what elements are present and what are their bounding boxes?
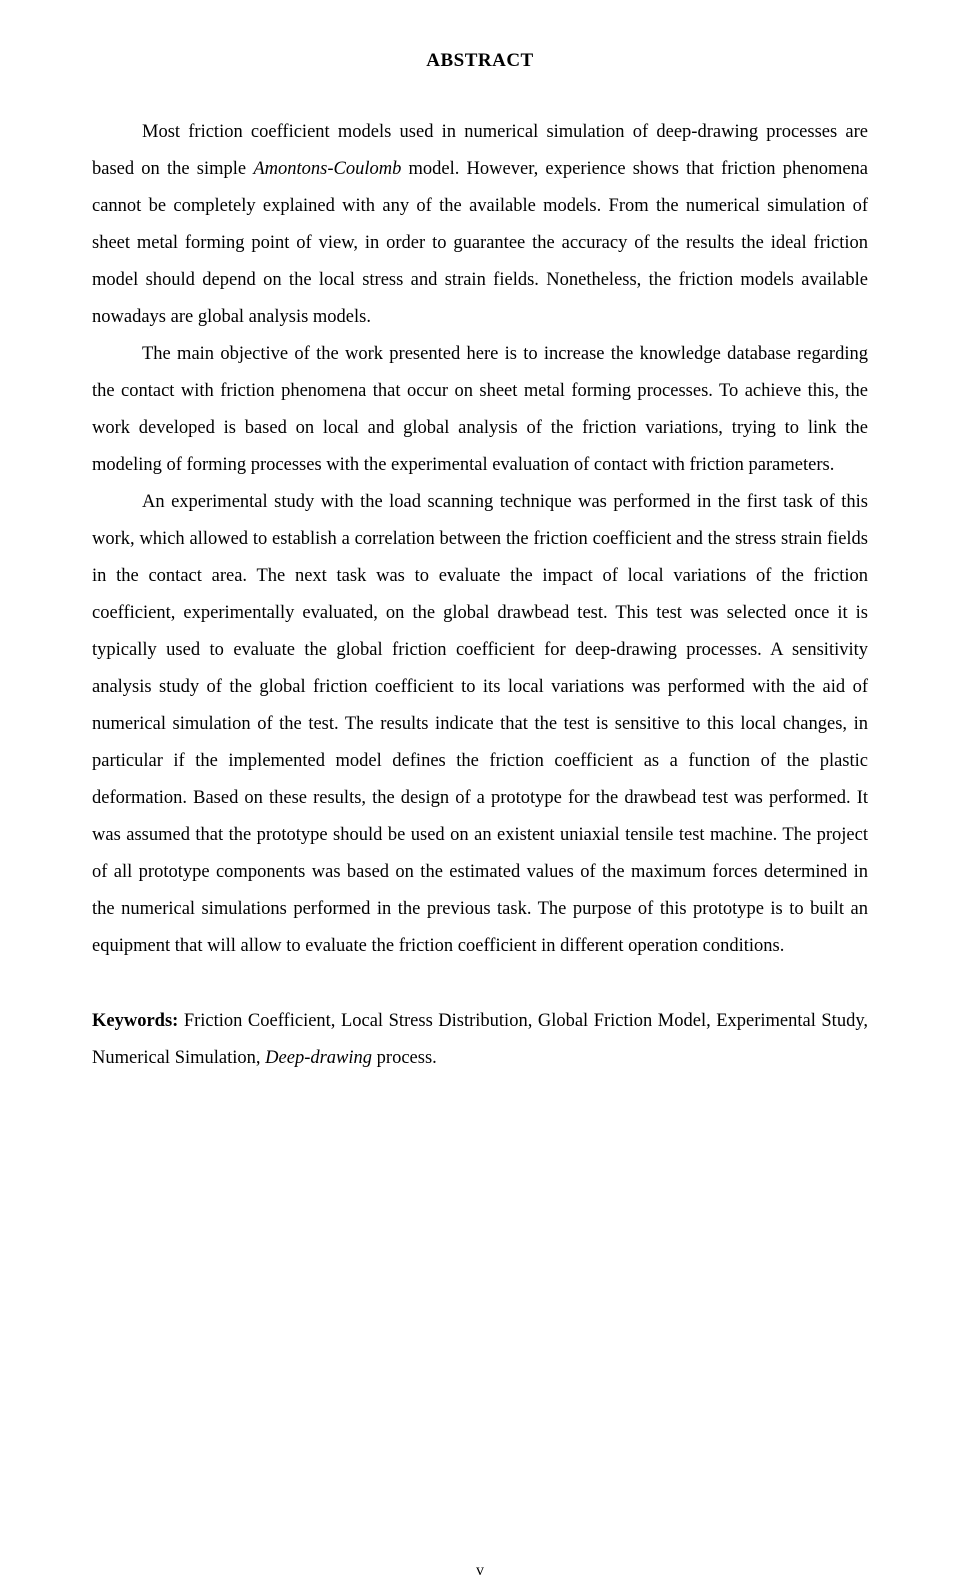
keywords-section: Keywords: Friction Coefficient, Local St…	[92, 1003, 868, 1077]
p1-italic-1: Amontons-Coulomb	[253, 159, 401, 179]
keywords-text-1: Friction Coefficient, Local Stress Distr…	[92, 1011, 868, 1068]
paragraph-1: Most friction coefficient models used in…	[92, 114, 868, 336]
page-number: v	[476, 1562, 484, 1580]
keywords-text-2: process.	[372, 1048, 437, 1068]
keywords-label: Keywords:	[92, 1011, 178, 1031]
paragraph-3: An experimental study with the load scan…	[92, 484, 868, 965]
paragraph-2: The main objective of the work presented…	[92, 336, 868, 484]
p1-text-2: model. However, experience shows that fr…	[92, 159, 868, 327]
abstract-title: ABSTRACT	[92, 50, 868, 72]
keywords-italic: Deep-drawing	[265, 1048, 372, 1068]
